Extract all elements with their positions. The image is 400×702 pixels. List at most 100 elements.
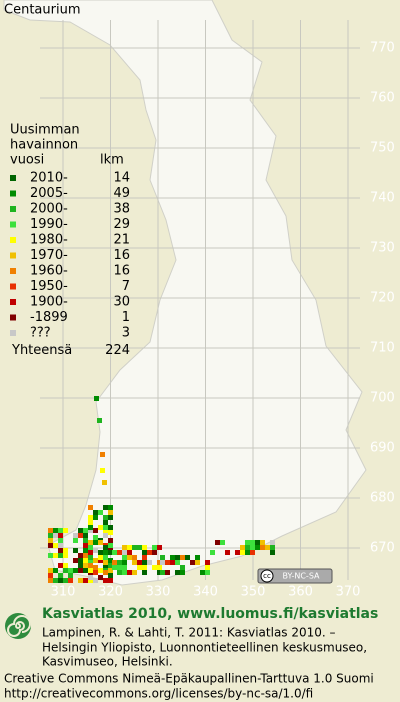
cell — [103, 505, 108, 510]
cell — [78, 558, 83, 563]
cell — [68, 568, 73, 573]
cell — [160, 570, 165, 575]
x-grid-label: 340 — [193, 585, 218, 600]
cell — [48, 533, 53, 538]
cell — [142, 565, 147, 570]
cell — [157, 560, 162, 565]
cell — [103, 525, 108, 530]
cell — [63, 578, 68, 583]
cell — [270, 540, 275, 545]
cell — [195, 560, 200, 565]
cell — [108, 573, 113, 578]
cell — [250, 540, 255, 545]
y-grid-label: 750 — [370, 141, 395, 156]
cell — [127, 550, 132, 555]
cell — [245, 540, 250, 545]
cell — [108, 563, 113, 568]
cell — [88, 578, 93, 583]
cell — [142, 560, 147, 565]
cell — [83, 568, 88, 573]
cell — [68, 578, 73, 583]
logo — [5, 613, 31, 639]
cell — [160, 560, 165, 565]
cell — [83, 528, 88, 533]
legend-label: 2005- — [30, 186, 68, 201]
cell — [93, 570, 98, 575]
legend-swatch — [10, 283, 16, 290]
cell — [132, 545, 137, 550]
legend-count: 29 — [113, 217, 130, 232]
cell — [63, 528, 68, 533]
legend-swatch — [10, 299, 16, 305]
x-grid-label: 360 — [288, 585, 313, 600]
cell — [88, 505, 93, 510]
legend-label: 1970- — [30, 248, 68, 263]
cell — [94, 396, 99, 401]
cell — [108, 525, 113, 530]
cell — [103, 515, 108, 520]
legend-total: 224 — [105, 343, 130, 358]
cell — [88, 575, 93, 580]
observation-cells — [48, 396, 275, 583]
legend-count-heading: lkm — [100, 153, 124, 168]
cell — [255, 540, 260, 545]
legend-count: 21 — [113, 233, 130, 248]
cell — [88, 515, 93, 520]
cell — [170, 560, 175, 565]
cell — [88, 528, 93, 533]
cell — [73, 533, 78, 538]
cell — [98, 540, 103, 545]
cell — [250, 545, 255, 550]
cell — [53, 553, 58, 558]
cell — [88, 563, 93, 568]
cell — [103, 550, 108, 555]
cell — [180, 570, 185, 575]
legend-label: 1990- — [30, 217, 68, 232]
legend-label: ??? — [30, 326, 51, 341]
cell — [63, 548, 68, 553]
cell — [48, 528, 53, 533]
cell — [58, 548, 63, 553]
cell — [112, 560, 117, 565]
cell — [78, 553, 83, 558]
cell — [108, 543, 113, 548]
y-grid-label: 670 — [370, 541, 395, 556]
cell — [78, 563, 83, 568]
cell — [117, 550, 122, 555]
cell — [68, 573, 73, 578]
cell — [73, 538, 78, 543]
legend-count: 30 — [113, 295, 130, 310]
cell — [88, 555, 93, 560]
cell — [103, 563, 108, 568]
cell — [83, 548, 88, 553]
cell — [53, 568, 58, 573]
cell — [88, 550, 93, 555]
cell — [185, 555, 190, 560]
cell — [265, 545, 270, 550]
legend-total-label: Yhteensä — [11, 343, 72, 358]
y-grid-label: 730 — [370, 241, 395, 256]
citation-line: Kasvimuseo, Helsinki. — [42, 655, 173, 669]
cell — [122, 560, 127, 565]
cell — [88, 520, 93, 525]
legend-heading: havainnon — [10, 138, 78, 153]
cell — [103, 520, 108, 525]
cell — [127, 545, 132, 550]
cell — [83, 563, 88, 568]
cell — [58, 563, 63, 568]
cell — [88, 540, 93, 545]
cell — [240, 550, 245, 555]
cell — [78, 578, 83, 583]
legend-label: 1980- — [30, 233, 68, 248]
cell — [102, 480, 107, 485]
legend-count: 7 — [122, 279, 130, 294]
cell — [147, 550, 152, 555]
cell — [103, 560, 108, 565]
legend-count: 14 — [113, 171, 130, 186]
cell — [58, 538, 63, 543]
cell — [117, 565, 122, 570]
cell — [83, 553, 88, 558]
cell — [78, 533, 83, 538]
cell — [93, 558, 98, 563]
cell — [88, 568, 93, 573]
